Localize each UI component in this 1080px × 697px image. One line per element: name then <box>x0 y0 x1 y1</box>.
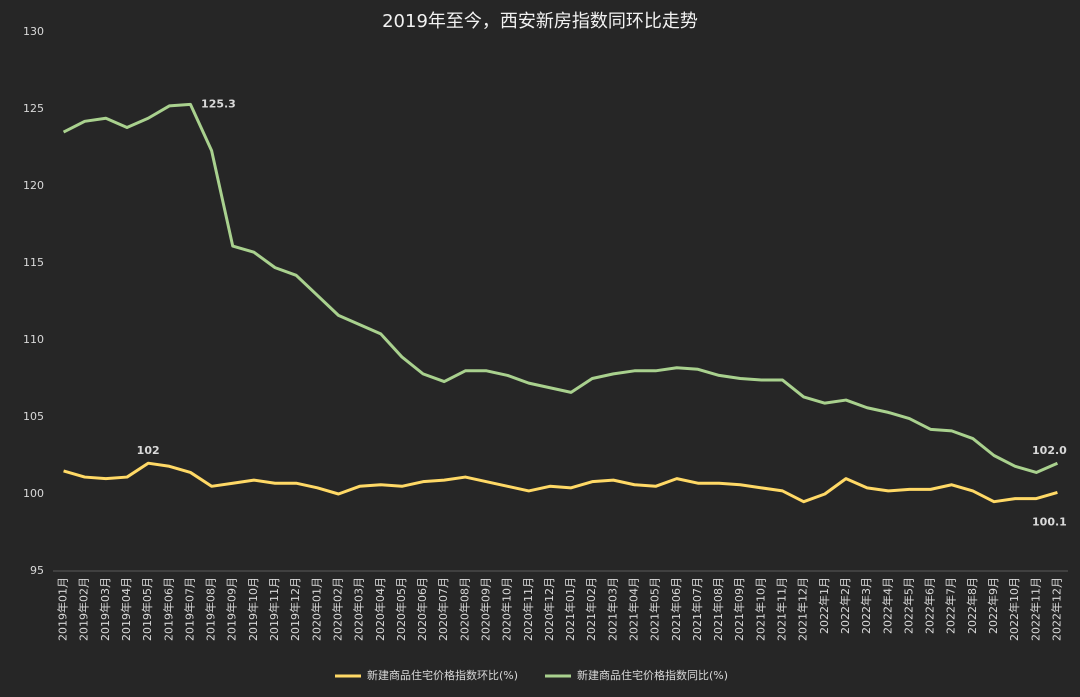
x-tick-label: 2021年11月 <box>775 577 789 641</box>
x-tick-label: 2020年02月 <box>330 577 344 641</box>
y-tick-label: 130 <box>23 25 44 38</box>
x-tick-label: 2020年06月 <box>415 577 429 641</box>
x-tick-label: 2022年7月 <box>944 577 958 634</box>
y-tick-label: 95 <box>30 564 44 577</box>
y-tick-label: 110 <box>23 333 44 346</box>
x-tick-label: 2020年10月 <box>500 577 514 641</box>
x-tick-label: 2019年01月 <box>56 577 70 641</box>
x-tick-label: 2022年5月 <box>901 577 915 634</box>
x-tick-label: 2020年01月 <box>309 577 323 641</box>
x-tick-label: 2021年10月 <box>753 577 767 641</box>
x-tick-label: 2021年09月 <box>732 577 746 641</box>
x-tick-label: 2021年02月 <box>584 577 598 641</box>
x-tick-label: 2021年08月 <box>711 577 725 641</box>
x-tick-label: 2021年12月 <box>796 577 810 641</box>
x-tick-label: 2020年09月 <box>478 577 492 641</box>
x-tick-label: 2020年08月 <box>457 577 471 641</box>
legend-label: 新建商品住宅价格指数环比(%) <box>367 668 518 682</box>
x-tick-label: 2022年1月 <box>817 577 831 634</box>
x-tick-label: 2021年01月 <box>563 577 577 641</box>
x-tick-label: 2019年03月 <box>98 577 112 641</box>
x-tick-label: 2022年8月 <box>965 577 979 634</box>
x-tick-label: 2019年12月 <box>288 577 302 641</box>
x-tick-label: 2022年2月 <box>838 577 852 634</box>
x-tick-label: 2019年08月 <box>204 577 218 641</box>
x-tick-label: 2020年07月 <box>436 577 450 641</box>
data-label: 125.3 <box>201 97 236 110</box>
data-label: 102 <box>137 444 160 457</box>
y-tick-label: 125 <box>23 102 44 115</box>
x-tick-label: 2020年12月 <box>542 577 556 641</box>
y-tick-label: 120 <box>23 179 44 192</box>
x-tick-label: 2022年6月 <box>923 577 937 634</box>
x-tick-label: 2019年07月 <box>182 577 196 641</box>
x-tick-label: 2019年09月 <box>225 577 239 641</box>
x-tick-label: 2019年11月 <box>267 577 281 641</box>
data-label: 100.1 <box>1032 515 1067 528</box>
x-tick-label: 2020年04月 <box>373 577 387 641</box>
x-tick-label: 2022年12月 <box>1049 577 1063 641</box>
x-tick-label: 2019年02月 <box>77 577 91 641</box>
x-tick-label: 2022年3月 <box>859 577 873 634</box>
x-tick-label: 2022年9月 <box>986 577 1000 634</box>
series-line <box>63 461 1058 504</box>
x-tick-label: 2021年04月 <box>627 577 641 641</box>
x-tick-label: 2021年05月 <box>648 577 662 641</box>
x-tick-label: 2022年11月 <box>1028 577 1042 641</box>
chart-title: 2019年至今，西安新房指数同环比走势 <box>382 11 698 32</box>
x-tick-label: 2021年07月 <box>690 577 704 641</box>
x-tick-label: 2019年04月 <box>119 577 133 641</box>
x-tick-label: 2020年11月 <box>521 577 535 641</box>
x-tick-label: 2019年06月 <box>161 577 175 641</box>
x-tick-label: 2022年4月 <box>880 577 894 634</box>
x-tick-label: 2021年06月 <box>669 577 683 641</box>
x-tick-label: 2021年03月 <box>605 577 619 641</box>
y-tick-label: 105 <box>23 410 44 423</box>
x-tick-label: 2020年05月 <box>394 577 408 641</box>
x-tick-label: 2022年10月 <box>1007 577 1021 641</box>
y-tick-label: 100 <box>23 487 44 500</box>
x-tick-label: 2019年05月 <box>140 577 154 641</box>
data-label: 102.0 <box>1032 444 1067 457</box>
x-tick-label: 2020年03月 <box>352 577 366 641</box>
series-line <box>62 102 1059 474</box>
x-tick-label: 2019年10月 <box>246 577 260 641</box>
legend-label: 新建商品住宅价格指数同比(%) <box>577 668 728 682</box>
y-tick-label: 115 <box>23 256 44 269</box>
